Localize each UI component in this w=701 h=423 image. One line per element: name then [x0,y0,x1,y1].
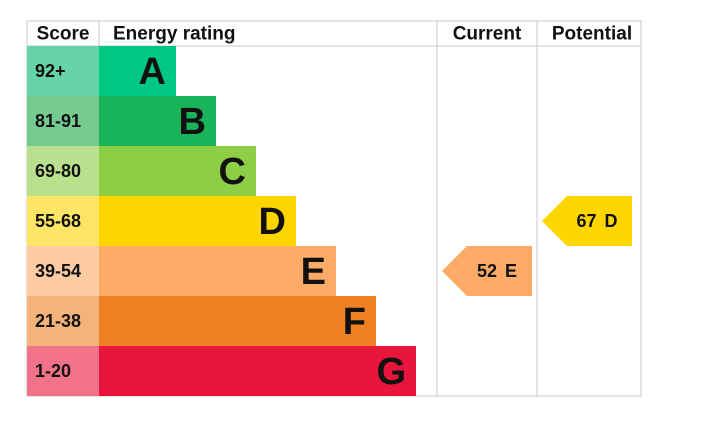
rating-value: 67 [576,211,596,231]
rating-label: 52 E [477,261,517,281]
rating-bar [99,146,256,196]
score-range: 69-80 [35,161,81,181]
rating-letter: E [301,251,326,293]
score-range: 81-91 [35,111,81,131]
rating-letter: D [605,211,618,231]
score-range: 21-38 [35,311,81,331]
score-range: 1-20 [35,361,71,381]
rating-bar [99,196,296,246]
score-cell [27,146,99,196]
score-range: 39-54 [35,261,81,281]
rating-letter: C [219,151,246,193]
rating-value: 52 [477,261,497,281]
rating-arrow [442,246,532,296]
rating-letter: G [376,351,406,393]
rating-letter: B [179,101,206,143]
score-cell [27,346,99,396]
score-cell [27,196,99,246]
score-range: 92+ [35,61,66,81]
rating-letter: E [505,261,517,281]
header: Score [37,24,90,45]
rating-label: 67 D [576,211,617,231]
header: Energy rating [113,24,235,45]
header: Potential [552,24,632,45]
score-range: 55-68 [35,211,81,231]
rating-arrow [542,196,632,246]
score-cell [27,296,99,346]
score-cell [27,96,99,146]
rating-letter: D [259,201,286,243]
rating-bar [99,346,416,396]
rating-bar [99,46,176,96]
header: Current [453,24,522,45]
score-cell [27,246,99,296]
rating-bar [99,246,336,296]
rating-letter: A [139,51,166,93]
rating-bar [99,96,216,146]
score-cell [27,46,99,96]
rating-bar [99,296,376,346]
rating-letter: F [343,301,366,343]
